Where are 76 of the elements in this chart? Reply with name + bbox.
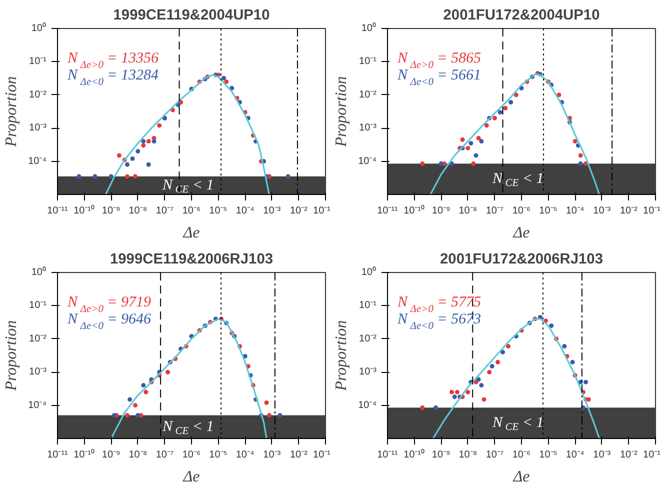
y-axis-title: Proportion <box>3 76 20 148</box>
y-tick-label: 10⁻² <box>29 89 48 100</box>
chart-title: 1999CE119&2006RJ103 <box>110 252 274 268</box>
x-tick-label: 10⁻¹¹ <box>377 450 399 460</box>
y-axis-title: Proportion <box>333 76 350 148</box>
x-tick-label: 10⁻⁵ <box>209 450 228 460</box>
x-tick-label: 10⁻⁸ <box>458 206 478 216</box>
y-tick-label: 10⁰ <box>31 266 46 278</box>
x-tick-label: 10⁻⁶ <box>512 206 531 216</box>
chart-title: 2001FU172&2006RJ103 <box>440 252 603 268</box>
chart-title: 2001FU172&2004UP10 <box>443 8 600 24</box>
x-tick-label: 10⁻⁸ <box>128 206 148 216</box>
x-tick-label: 10⁻³ <box>593 206 612 216</box>
x-tick-label: 10⁻⁴ <box>566 450 584 460</box>
chart-title: 1999CE119&2004UP10 <box>113 8 270 24</box>
x-tick-label: 10⁻⁸ <box>128 450 148 460</box>
y-tick-label: 10⁻¹ <box>359 300 378 312</box>
x-tick-label: 10⁻⁶ <box>182 450 201 460</box>
x-tick-label: 10⁻¹¹ <box>377 206 399 216</box>
x-tick-label: 10⁻³ <box>263 206 282 216</box>
x-tick-label: 10⁻⁹ <box>102 206 120 216</box>
y-axis-title: Proportion <box>333 320 350 392</box>
y-tick-label: 10⁻⁴ <box>358 400 376 411</box>
x-tick-label: 10⁻³ <box>263 450 282 460</box>
x-axis-title: Δe <box>182 224 200 242</box>
x-tick-label: 10⁻² <box>290 450 308 460</box>
x-tick-label: 10⁻⁷ <box>156 450 174 460</box>
x-tick-label: 10⁻⁵ <box>539 450 558 460</box>
x-tick-label: 10⁻¹⁰ <box>74 204 96 216</box>
x-tick-label: 10⁻⁷ <box>486 450 504 460</box>
x-tick-label: 10⁻⁵ <box>209 206 228 216</box>
y-tick-label: 10⁻² <box>29 333 48 344</box>
y-tick-label: 10⁻¹ <box>359 56 378 68</box>
x-tick-label: 10⁻⁴ <box>566 206 584 216</box>
x-tick-label: 10⁻⁸ <box>458 450 478 460</box>
x-tick-label: 10⁻⁴ <box>236 450 254 460</box>
x-axis-title: Δe <box>512 224 530 242</box>
x-tick-label: 10⁻⁹ <box>102 450 120 460</box>
x-tick-label: 10⁻¹⁰ <box>404 204 426 216</box>
x-tick-label: 10⁻¹ <box>643 450 662 460</box>
y-tick-label: 10⁻⁴ <box>28 400 46 411</box>
x-tick-label: 10⁻² <box>620 450 638 460</box>
y-tick-label: 10⁻³ <box>359 366 378 378</box>
y-tick-label: 10⁻³ <box>359 122 378 134</box>
y-tick-label: 10⁻⁴ <box>358 156 376 167</box>
x-tick-label: 10⁻¹ <box>313 206 332 216</box>
x-axis-title: Δe <box>182 468 200 486</box>
y-tick-label: 10⁻¹ <box>29 56 48 68</box>
x-tick-label: 10⁻¹¹ <box>47 450 69 460</box>
y-tick-label: 10⁰ <box>31 22 46 34</box>
y-tick-label: 10⁰ <box>361 22 376 34</box>
x-tick-label: 10⁻² <box>620 206 638 216</box>
x-tick-label: 10⁻⁴ <box>236 206 254 216</box>
x-tick-label: 10⁻¹ <box>313 450 332 460</box>
x-tick-label: 10⁻⁹ <box>432 206 450 216</box>
x-tick-label: 10⁻¹⁰ <box>74 448 96 460</box>
y-tick-label: 10⁻² <box>359 333 378 344</box>
y-tick-label: 10⁻³ <box>29 122 48 134</box>
x-tick-label: 10⁻⁷ <box>486 206 504 216</box>
x-tick-label: 10⁻² <box>290 206 308 216</box>
x-tick-label: 10⁻⁵ <box>539 206 558 216</box>
y-tick-label: 10⁻¹ <box>29 300 48 312</box>
x-tick-label: 10⁻³ <box>593 450 612 460</box>
y-tick-label: 10⁰ <box>361 266 376 278</box>
x-tick-label: 10⁻¹⁰ <box>404 448 426 460</box>
x-tick-label: 10⁻⁷ <box>156 206 174 216</box>
x-tick-label: 10⁻⁶ <box>182 206 201 216</box>
y-axis-title: Proportion <box>3 320 20 392</box>
x-tick-label: 10⁻¹¹ <box>47 206 69 216</box>
x-tick-label: 10⁻¹ <box>643 206 662 216</box>
x-axis-title: Δe <box>512 468 530 486</box>
y-tick-label: 10⁻⁴ <box>28 156 46 167</box>
y-tick-label: 10⁻³ <box>29 366 48 378</box>
x-tick-label: 10⁻⁶ <box>512 450 531 460</box>
x-tick-label: 10⁻⁹ <box>432 450 450 460</box>
y-tick-label: 10⁻² <box>359 89 378 100</box>
